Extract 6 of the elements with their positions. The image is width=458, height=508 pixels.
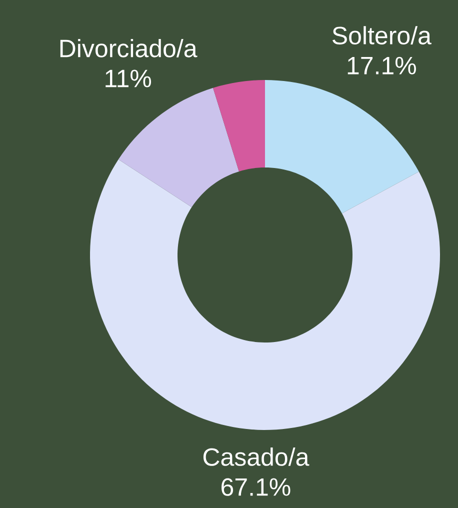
slice-label: Casado/a [203,448,310,466]
data-label: 11% [106,70,152,88]
data-label: 67.1% [222,478,290,496]
data-label: 17.1% [348,56,416,74]
slice-label: Divorciado/a [60,38,198,58]
slice-label: Soltero/a [332,26,432,44]
